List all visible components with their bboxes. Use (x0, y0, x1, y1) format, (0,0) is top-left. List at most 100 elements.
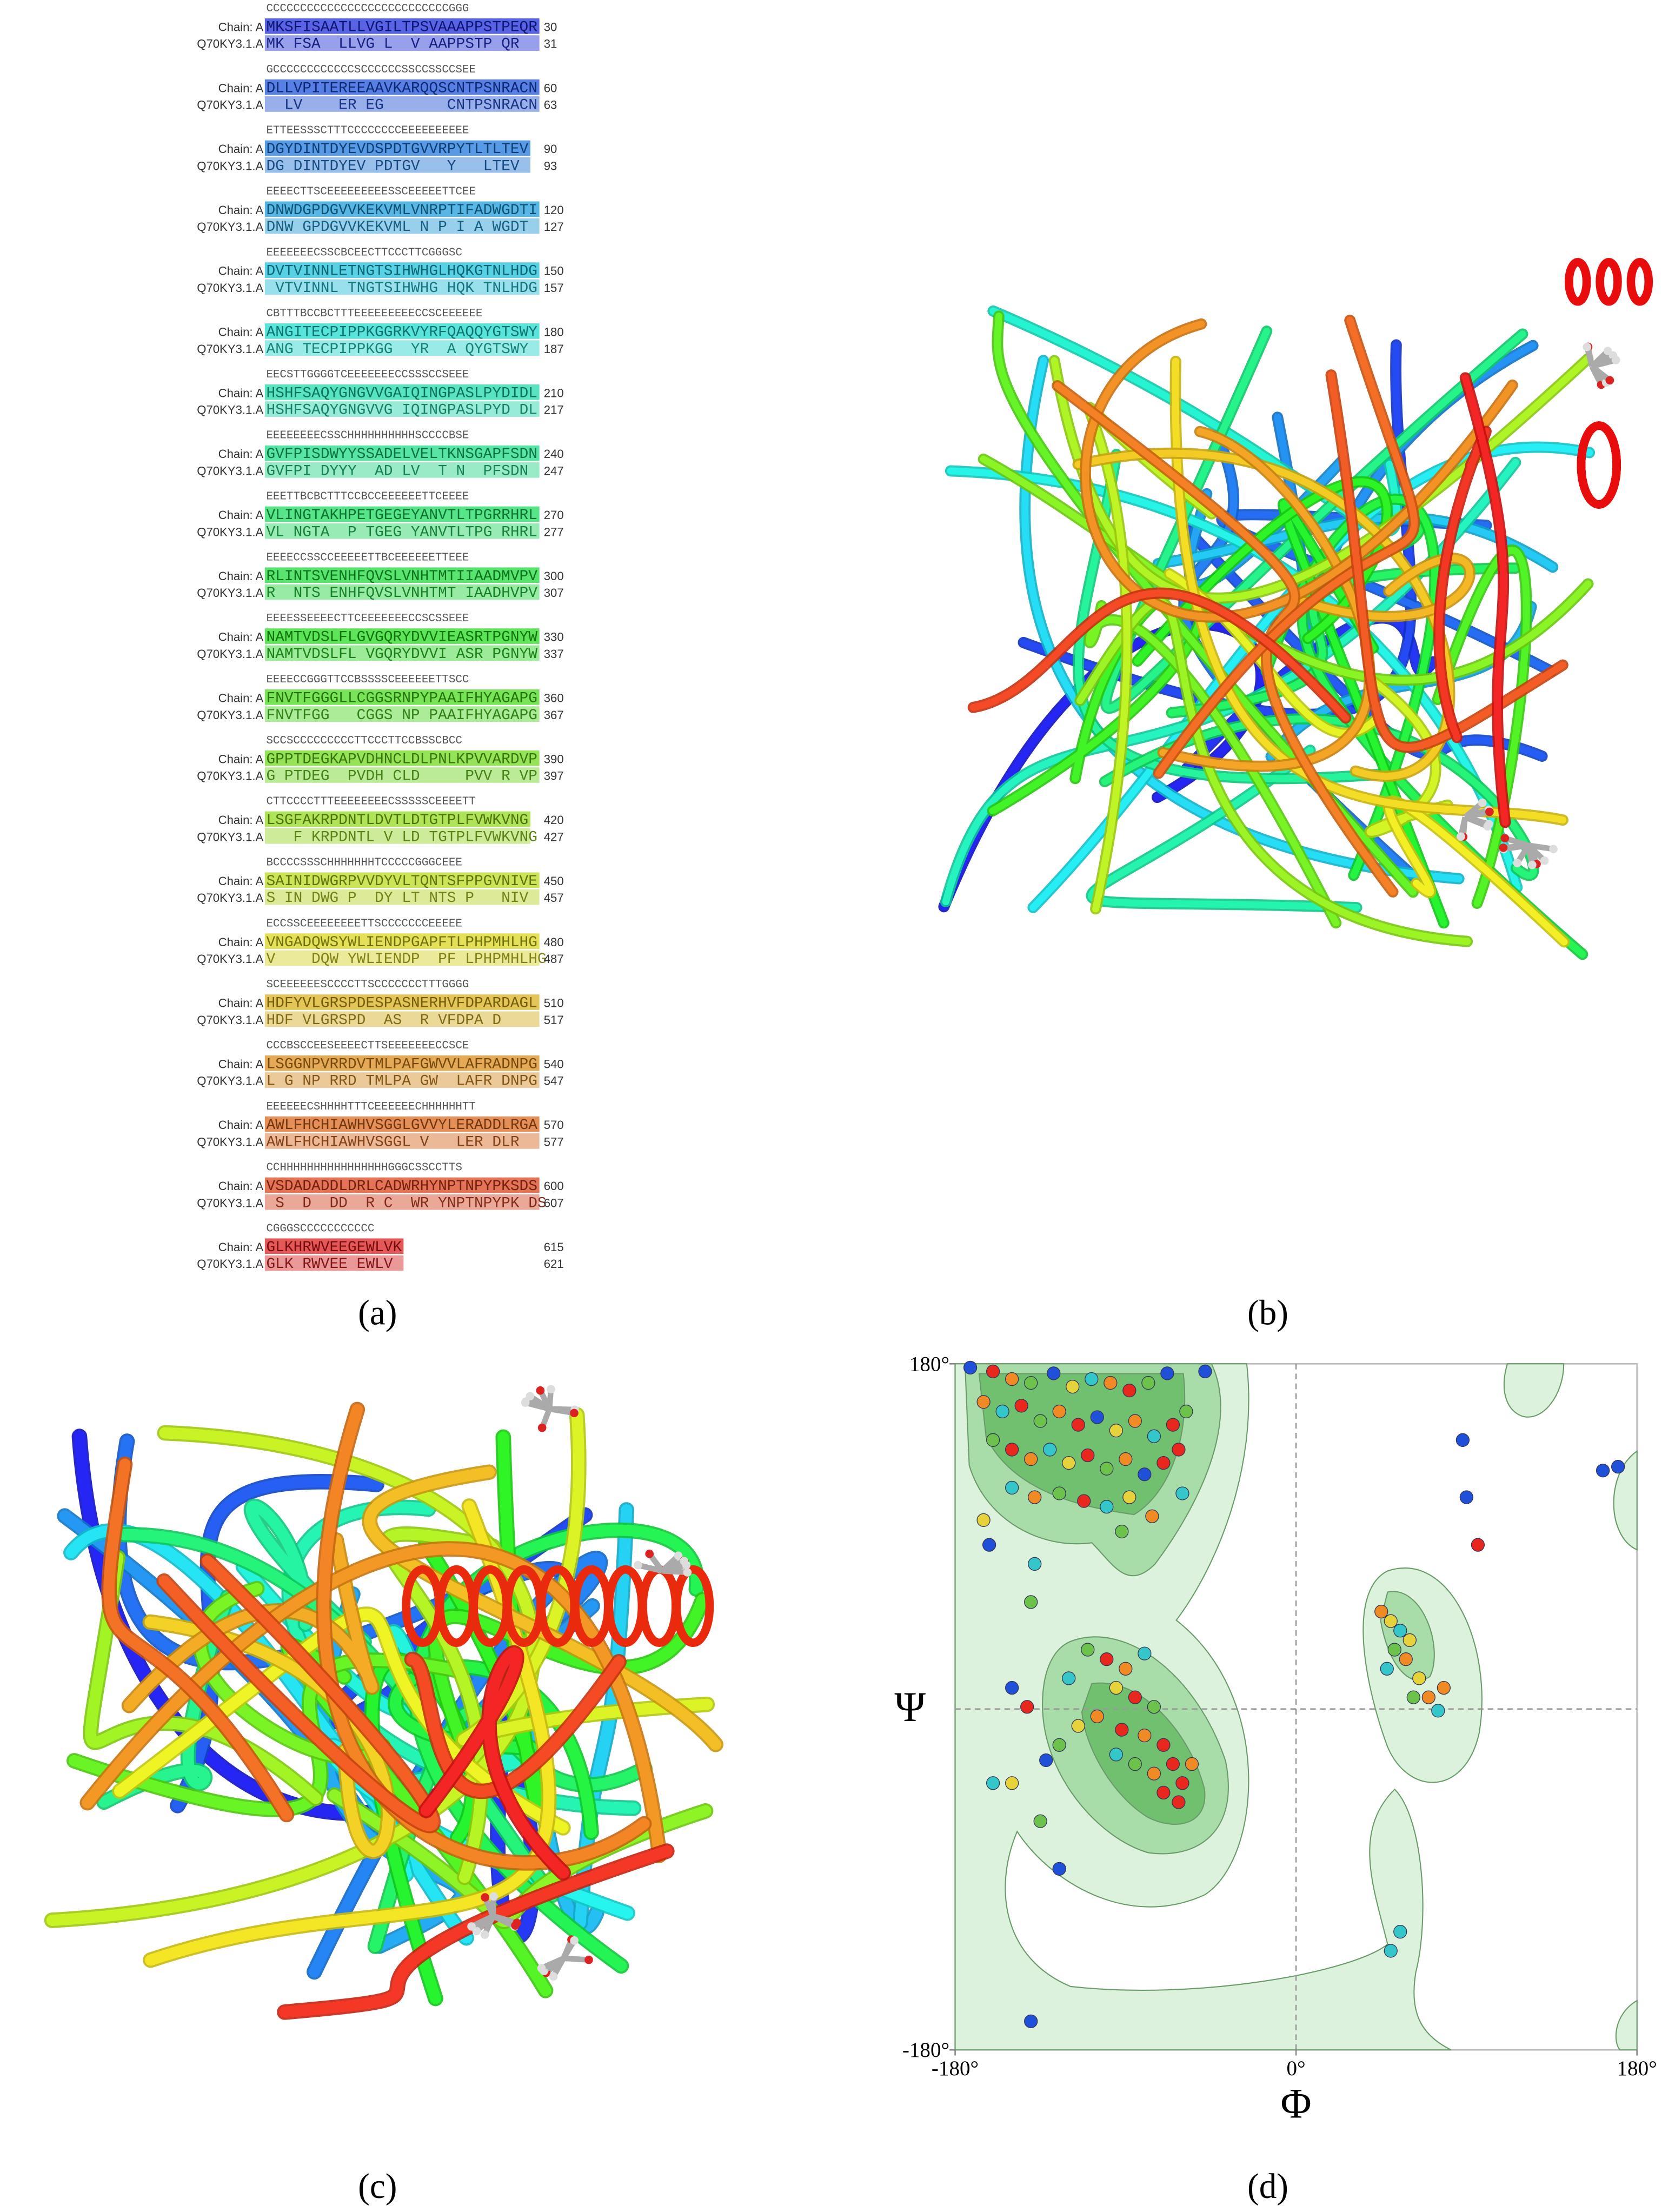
template-end: 307 (544, 586, 564, 600)
residue-point (1147, 1766, 1161, 1781)
chain-end: 360 (544, 691, 564, 705)
residue-point (1403, 1633, 1417, 1648)
template-band (264, 96, 540, 112)
template-label: Q70KY3.1.A (197, 952, 263, 966)
residue-point (976, 1395, 991, 1409)
template-band (264, 340, 540, 356)
chain-sequence: NAMTVDSLFLGVGQRYDVVIEASRTPGNYW (266, 629, 537, 646)
caption: (a) (358, 1293, 397, 1332)
template-band (264, 157, 530, 173)
x-axis-label: Φ (1281, 2080, 1312, 2127)
residue-point (1115, 1723, 1129, 1737)
helix-turn (1577, 421, 1621, 509)
template-sequence: V DQW YWLIENDP PF LPHPMHLHG (266, 951, 546, 968)
residue-point (1052, 1862, 1066, 1876)
ligand-atom (683, 1568, 692, 1577)
helix-turn (1626, 257, 1653, 306)
residue-point (1024, 1595, 1038, 1609)
chain-band (264, 262, 540, 278)
template-band (264, 1194, 540, 1210)
ribbon (1076, 598, 1471, 945)
template-sequence: AWLFHCHIAWHVSGGL V LER DLR (266, 1134, 519, 1151)
ribbon (1327, 371, 1566, 751)
template-end: 577 (544, 1135, 564, 1148)
secondary-structure: ECCSSCEEEEEEEETTSCCCCCCCEEEEE (266, 918, 462, 930)
chain-end: 450 (544, 874, 564, 888)
residue-point (1175, 1486, 1189, 1500)
residue-point (1596, 1464, 1610, 1478)
core-region (978, 1373, 1186, 1516)
chain-end: 540 (544, 1057, 564, 1071)
template-end: 31 (544, 37, 557, 51)
residue-point (1172, 1795, 1186, 1809)
residue-point (1104, 1376, 1118, 1390)
ligand-atom (511, 1921, 520, 1930)
chain-end: 120 (544, 203, 564, 217)
chain-end: 210 (544, 386, 564, 400)
chain-band (264, 323, 540, 339)
ligand-atom (1485, 807, 1494, 816)
ribbon (98, 1591, 234, 1808)
chain-end: 270 (544, 508, 564, 522)
secondary-structure: SCCSCCCCCCCCCTTCCCTTCCBSSCBCC (266, 735, 462, 747)
chain-sequence: AWLFHCHIAWHVSGGLGVVYLERADDLRGA (266, 1117, 537, 1134)
ligand-atom (537, 1964, 546, 1972)
residue-point (1005, 1680, 1019, 1695)
template-label: Q70KY3.1.A (197, 342, 263, 356)
template-sequence: MK FSA LLVG L V AAPPSTP QR (266, 36, 519, 53)
template-sequence: ANG TECPIPPKGG YR A QYGTSWY (266, 341, 528, 358)
ribbon (1102, 328, 1526, 712)
template-sequence: F KRPDNTL V LD TGTPLFVWKVNG (266, 829, 537, 846)
template-label: Q70KY3.1.A (197, 830, 263, 843)
ribbon (114, 1608, 569, 1834)
chain-label: Chain: A (218, 569, 264, 583)
chain-band (264, 18, 540, 34)
template-sequence: HDF VLGRSPD AS R VFDPA D (266, 1012, 501, 1029)
template-label: Q70KY3.1.A (197, 37, 263, 51)
allowed-region (1613, 1450, 1638, 1551)
template-band (264, 889, 540, 905)
residue-point (1052, 1738, 1066, 1752)
residue-point (1066, 1379, 1080, 1394)
ribbon (82, 1543, 666, 1861)
residue-point (1431, 1704, 1445, 1718)
template-sequence: DG DINTDYEV PDTGV Y LTEV (266, 158, 519, 175)
residue-point (1081, 1643, 1095, 1657)
residue-point (1156, 1738, 1171, 1752)
chain-label: Chain: A (218, 935, 264, 949)
template-end: 277 (544, 525, 564, 539)
ribbon (145, 1500, 555, 1966)
ligand-atom (521, 1398, 530, 1407)
residue-point (1128, 1690, 1142, 1704)
template-sequence: G PTDEG PVDH CLD PVV R VP (266, 768, 537, 785)
template-end: 367 (544, 708, 564, 722)
template-label: Q70KY3.1.A (197, 647, 263, 661)
ligand-atom (680, 1557, 689, 1565)
caption: (d) (1247, 2167, 1288, 2206)
residue-point (1028, 1557, 1042, 1571)
chain-band (264, 933, 540, 949)
residue-point (1160, 1366, 1174, 1380)
residue-point (1052, 1486, 1066, 1500)
chain-band (264, 1116, 540, 1132)
residue-point (1471, 1538, 1485, 1552)
template-sequence: R NTS ENHFQVSLVNHTMT IAADHVPV (266, 585, 537, 602)
residue-point (1090, 1709, 1104, 1724)
secondary-structure: BCCCCSSSCHHHHHHHTCCCCCGGGCEEE (266, 856, 462, 869)
chain-band (264, 79, 540, 95)
secondary-structure: GCCCCCCCCCCCCSCCCCCCSSCCSSCCSEE (266, 64, 475, 76)
residue-point (1380, 1662, 1394, 1676)
secondary-structure: ETTEESSSCTTTCCCCCCCCEEEEEEEEEE (266, 125, 469, 137)
chain-end: 480 (544, 935, 564, 949)
template-sequence: GVFPI DYYY AD LV T N PFSDN (266, 463, 528, 480)
secondary-structure: CCCBSCCEESEEEECTTSEEEEEEECCSCE (266, 1040, 469, 1052)
residue-point (1406, 1690, 1420, 1704)
residue-point (1437, 1680, 1451, 1695)
ligand-atom (1483, 822, 1492, 831)
template-band (264, 1072, 540, 1088)
template-label: Q70KY3.1.A (197, 220, 263, 234)
ligand-atom (1457, 832, 1465, 841)
residue-point (1166, 1418, 1180, 1432)
chain-end: 510 (544, 997, 564, 1010)
